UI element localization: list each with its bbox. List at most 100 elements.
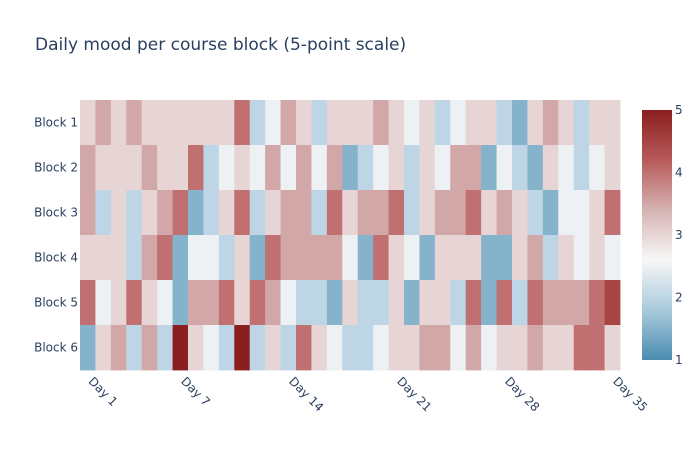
heatmap-cell: [265, 100, 281, 146]
heatmap-cell: [388, 235, 405, 281]
heatmap-cell: [218, 325, 235, 371]
heatmap-cell: [296, 235, 312, 281]
heatmap-cell: [280, 325, 297, 371]
heatmap-cell: [141, 280, 158, 326]
heatmap-cell: [604, 190, 621, 236]
heatmap-cell: [311, 145, 328, 191]
heatmap-cell: [311, 325, 328, 371]
heatmap-cell: [157, 280, 173, 326]
heatmap-cell: [296, 325, 312, 371]
heatmap-cell: [126, 145, 143, 191]
heatmap-cell: [249, 190, 266, 236]
heatmap-cell: [388, 190, 405, 236]
heatmap-cell: [542, 280, 559, 326]
heatmap-cell: [604, 100, 621, 146]
heatmap-cell: [342, 100, 359, 146]
y-axis-ticks: Block 1 Block 2 Block 3 Block 4 Block 5 Block…: [34, 116, 78, 355]
heatmap-cell: [126, 325, 143, 371]
heatmap-cell: [465, 100, 482, 146]
heatmap-cell: [558, 190, 575, 236]
heatmap-cell: [203, 190, 220, 236]
heatmap-cell: [465, 145, 482, 191]
heatmap-cell: [573, 235, 590, 281]
heatmap-cell: [95, 145, 112, 191]
heatmap-cell: [280, 190, 297, 236]
heatmap-cell: [542, 190, 559, 236]
heatmap-cell: [296, 280, 312, 326]
heatmap-cell: [157, 100, 173, 146]
heatmap-cell: [404, 235, 420, 281]
heatmap-cell: [249, 235, 266, 281]
heatmap-cell: [419, 145, 436, 191]
heatmap-cell: [172, 190, 189, 236]
heatmap-cell: [172, 100, 189, 146]
heatmap-cell: [512, 100, 528, 146]
heatmap-cell: [188, 100, 204, 146]
heatmap-cell: [80, 235, 96, 281]
heatmap-cell: [589, 190, 605, 236]
heatmap-cell: [265, 145, 281, 191]
heatmap-cell: [342, 145, 359, 191]
heatmap-cell: [527, 145, 544, 191]
heatmap-cell: [80, 100, 96, 146]
heatmap-cell: [80, 280, 96, 326]
heatmap-cell: [404, 280, 420, 326]
heatmap-cell: [203, 280, 220, 326]
heatmap-cell: [450, 145, 467, 191]
heatmap-cell: [296, 100, 312, 146]
heatmap-cell: [373, 235, 389, 281]
heatmap-cell: [388, 145, 405, 191]
colorbar-ticks: 1 2 3 4 5: [675, 103, 683, 367]
heatmap-cell: [342, 280, 359, 326]
heatmap-cell: [573, 145, 590, 191]
heatmap-cell: [326, 235, 343, 281]
heatmap-cell: [326, 280, 343, 326]
heatmap-cell: [573, 280, 590, 326]
heatmap-cell: [157, 190, 173, 236]
heatmap-cell: [542, 100, 559, 146]
heatmap-cell: [419, 235, 436, 281]
heatmap-cell: [512, 145, 528, 191]
heatmap-cell: [203, 145, 220, 191]
heatmap-cell: [404, 145, 420, 191]
x-tick-label: Day 14: [286, 374, 326, 414]
heatmap-cell: [404, 325, 420, 371]
heatmap-cell: [110, 190, 127, 236]
y-tick-label: Block 6: [34, 341, 78, 355]
heatmap-cell: [434, 325, 451, 371]
heatmap-cell: [126, 235, 143, 281]
heatmap-cell: [357, 190, 374, 236]
heatmap-cell: [110, 145, 127, 191]
heatmap-cell: [141, 235, 158, 281]
heatmap-cell: [450, 325, 467, 371]
heatmap-cell: [434, 235, 451, 281]
heatmap-cell: [357, 145, 374, 191]
heatmap-cell: [512, 190, 528, 236]
heatmap-cell: [157, 235, 173, 281]
heatmap-cell: [465, 280, 482, 326]
heatmap-cell: [388, 100, 405, 146]
y-tick-label: Block 3: [34, 206, 78, 220]
y-tick-label: Block 5: [34, 296, 78, 310]
heatmap-cell: [496, 100, 513, 146]
heatmap-cell: [496, 145, 513, 191]
heatmap-cell: [373, 100, 389, 146]
heatmap-cell: [404, 190, 420, 236]
heatmap-cell: [280, 235, 297, 281]
heatmap-cell: [496, 325, 513, 371]
heatmap-cell: [265, 280, 281, 326]
heatmap-cell: [265, 325, 281, 371]
heatmap-cell: [527, 190, 544, 236]
heatmap-cell: [280, 280, 297, 326]
colorbar-tick-label: 5: [675, 103, 683, 117]
heatmap-cell: [558, 100, 575, 146]
heatmap-cell: [126, 190, 143, 236]
heatmap-cell: [188, 190, 204, 236]
x-tick-label: Day 7: [178, 374, 213, 409]
heatmap-cell: [496, 190, 513, 236]
heatmap-cell: [604, 325, 621, 371]
heatmap-cell: [465, 190, 482, 236]
heatmap-cell: [249, 280, 266, 326]
heatmap-cell: [157, 325, 173, 371]
heatmap-cell: [512, 325, 528, 371]
